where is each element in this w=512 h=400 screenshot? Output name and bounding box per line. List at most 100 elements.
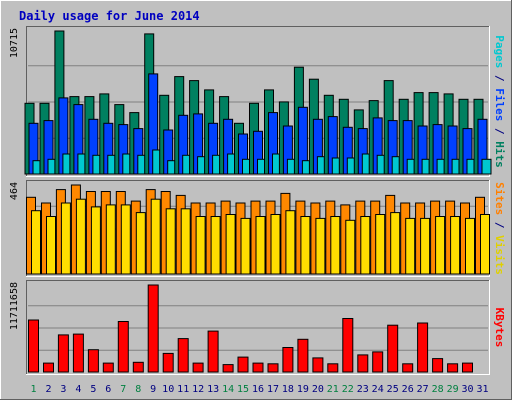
series-legend-part: Hits xyxy=(493,141,506,168)
x-tick-label-day-19: 19 xyxy=(297,384,309,395)
bar-sites-day-26 xyxy=(405,217,416,275)
x-tick-label-day-6: 6 xyxy=(105,384,111,395)
bar-kbytes-day-5 xyxy=(87,349,99,373)
series-legend-part: / xyxy=(493,121,506,141)
x-tick-label-day-22: 22 xyxy=(342,384,354,395)
bar-kbytes-day-29 xyxy=(447,363,459,373)
bar-kbytes-day-13 xyxy=(207,330,219,373)
bar-kbytes-day-19 xyxy=(297,338,309,373)
y-max-label: 11711658 xyxy=(9,282,20,330)
x-tick-label-day-15: 15 xyxy=(237,384,249,395)
bar-sites-day-3 xyxy=(60,202,71,275)
series-legend-part: Visits xyxy=(493,235,506,275)
bar-sites-day-25 xyxy=(390,212,401,275)
x-tick-label-day-1: 1 xyxy=(30,384,36,395)
bar-sites-day-5 xyxy=(90,206,101,275)
x-tick-label-day-11: 11 xyxy=(177,384,189,395)
bar-kbytes-day-12 xyxy=(192,362,204,373)
series-legend-part: / xyxy=(493,68,506,88)
bar-kbytes-day-4 xyxy=(72,333,84,373)
x-tick-label-day-21: 21 xyxy=(327,384,339,395)
series-legend-label: KBytes xyxy=(493,308,506,348)
x-tick-label-day-20: 20 xyxy=(312,384,324,395)
bar-sites-day-27 xyxy=(420,217,431,275)
series-legend-label: Pages / Files / Hits xyxy=(493,35,506,168)
x-tick-label-day-5: 5 xyxy=(90,384,96,395)
bar-kbytes-day-28 xyxy=(432,358,444,373)
x-tick-label-day-14: 14 xyxy=(222,384,234,395)
x-axis-day-labels: 1 2 3 4 5 6 7 8 9 10 11 12 13 14 15 16 17 18 19 20 21 22 23 24 2… xyxy=(30,384,488,395)
bar-sites-day-24 xyxy=(375,214,386,275)
bar-sites-day-20 xyxy=(315,217,326,275)
series-legend-part: Pages xyxy=(493,35,506,68)
bar-kbytes-day-2 xyxy=(43,362,54,373)
x-tick-label-day-29: 29 xyxy=(447,384,459,395)
bar-kbytes-day-3 xyxy=(57,334,69,373)
x-tick-label-day-27: 27 xyxy=(417,384,429,395)
x-tick-label-day-23: 23 xyxy=(357,384,369,395)
x-tick-label-day-3: 3 xyxy=(60,384,66,395)
chart-title: Daily usage for June 2014 xyxy=(19,9,200,23)
x-tick-label-day-25: 25 xyxy=(387,384,399,395)
series-legend-part: / xyxy=(493,215,506,235)
x-tick-label-day-18: 18 xyxy=(282,384,294,395)
bar-kbytes-day-25 xyxy=(387,324,399,373)
bar-kbytes-day-8 xyxy=(132,361,144,373)
series-legend-part: Sites xyxy=(493,182,506,215)
x-tick-label-day-10: 10 xyxy=(162,384,174,395)
bar-sites-day-19 xyxy=(300,216,311,275)
bar-sites-day-8 xyxy=(135,212,146,275)
bar-sites-day-30 xyxy=(465,217,475,275)
bar-kbytes-day-16 xyxy=(252,362,264,373)
bar-sites-day-21 xyxy=(330,216,341,275)
x-tick-label-day-30: 30 xyxy=(461,384,473,395)
bar-kbytes-day-26 xyxy=(402,363,414,373)
x-tick-label-day-16: 16 xyxy=(252,384,264,395)
panel-2: 464 Sites / Visits xyxy=(9,180,506,277)
bar-sites-day-2 xyxy=(46,216,56,275)
bar-sites-day-15 xyxy=(240,217,251,275)
bar-kbytes-day-22 xyxy=(342,318,354,373)
x-tick-label-day-13: 13 xyxy=(207,384,219,395)
x-tick-label-day-31: 31 xyxy=(476,384,488,395)
bar-kbytes-day-1 xyxy=(28,319,39,373)
bar-sites-day-6 xyxy=(105,204,116,275)
bar-kbytes-day-15 xyxy=(237,356,249,373)
bar-kbytes-day-23 xyxy=(357,354,369,373)
bar-kbytes-day-11 xyxy=(177,338,189,373)
bar-sites-day-16 xyxy=(255,216,266,275)
panel-1: 10715 Pages / Files / Hits xyxy=(9,26,506,177)
x-tick-label-day-17: 17 xyxy=(267,384,279,395)
bar-kbytes-day-17 xyxy=(267,363,279,373)
bar-sites-day-23 xyxy=(360,216,371,275)
bar-sites-day-9 xyxy=(150,198,161,275)
chart-panels: 10715 Pages / Files / Hits 464 Sites / Visi… xyxy=(9,26,506,375)
x-tick-label-day-2: 2 xyxy=(45,384,51,395)
bar-kbytes-day-9 xyxy=(147,284,159,373)
bar-kbytes-day-21 xyxy=(327,363,339,373)
y-max-label: 464 xyxy=(9,182,20,200)
bar-sites-day-1 xyxy=(31,210,41,275)
bar-sites-day-28 xyxy=(435,216,446,275)
x-tick-label-day-26: 26 xyxy=(402,384,414,395)
bar-kbytes-day-20 xyxy=(312,357,324,373)
bar-kbytes-day-7 xyxy=(117,321,129,373)
bar-kbytes-day-24 xyxy=(372,351,384,373)
panel-3: 11711658 KBytes xyxy=(9,280,506,375)
bar-sites-day-22 xyxy=(345,219,356,275)
bar-sites-day-10 xyxy=(165,208,176,275)
bar-kbytes-day-27 xyxy=(417,322,429,373)
x-tick-label-day-12: 12 xyxy=(192,384,204,395)
series-legend-part: Files xyxy=(493,88,506,121)
x-tick-label-day-8: 8 xyxy=(135,384,141,395)
bar-sites-day-18 xyxy=(285,210,296,275)
x-tick-label-day-28: 28 xyxy=(432,384,444,395)
x-tick-label-day-4: 4 xyxy=(75,384,81,395)
bar-sites-day-17 xyxy=(270,214,281,275)
bar-sites-day-12 xyxy=(195,216,206,275)
bar-sites-day-11 xyxy=(180,208,191,275)
y-max-label: 10715 xyxy=(9,28,20,58)
bar-kbytes-day-6 xyxy=(102,362,114,373)
bar-sites-day-4 xyxy=(75,198,86,275)
